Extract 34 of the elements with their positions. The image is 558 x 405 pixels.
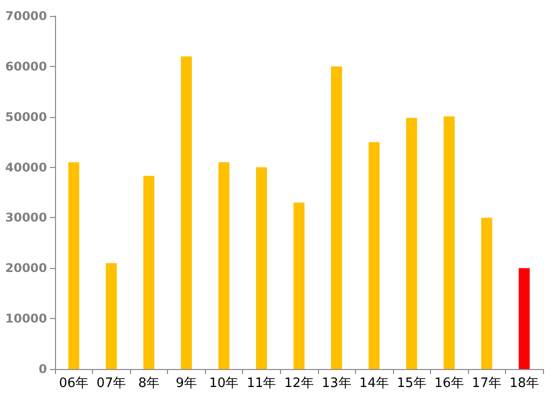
- bar: [444, 116, 455, 369]
- x-tick-label: 07年: [96, 376, 126, 391]
- x-tick-label: 13年: [322, 376, 352, 391]
- y-tick-label: 60000: [5, 59, 47, 74]
- bar: [331, 66, 342, 369]
- y-tick-label: 0: [38, 362, 47, 376]
- bar: [180, 56, 192, 369]
- bar: [368, 142, 380, 369]
- y-tick-label: 50000: [5, 110, 47, 124]
- x-tick-label: 8年: [138, 376, 160, 391]
- x-tick-label: 17年: [472, 376, 502, 391]
- bar: [68, 162, 80, 369]
- x-tick-label: 15年: [396, 376, 426, 391]
- bar: [218, 162, 230, 369]
- y-tick-label: 10000: [5, 312, 47, 326]
- x-tick-label: 14年: [359, 376, 389, 391]
- y-tick-label: 30000: [5, 210, 47, 225]
- y-tick-label: 40000: [5, 160, 47, 174]
- x-tick-label: 12年: [284, 376, 314, 391]
- bar: [406, 118, 418, 369]
- bar: [106, 263, 117, 369]
- x-tick-label: 9年: [176, 376, 198, 391]
- bar: [518, 268, 530, 369]
- x-tick-label: 06年: [58, 376, 89, 391]
- x-tick-label: 16年: [434, 376, 464, 391]
- bar: [481, 218, 492, 369]
- x-tick-label: 18年: [509, 376, 540, 391]
- bar: [143, 176, 154, 369]
- y-tick-label: 70000: [5, 9, 47, 23]
- y-tick-label: 20000: [5, 261, 47, 276]
- x-tick-label: 11年: [246, 376, 276, 391]
- bar: [294, 202, 304, 369]
- bar: [256, 167, 267, 369]
- x-tick-label: 10年: [209, 376, 239, 391]
